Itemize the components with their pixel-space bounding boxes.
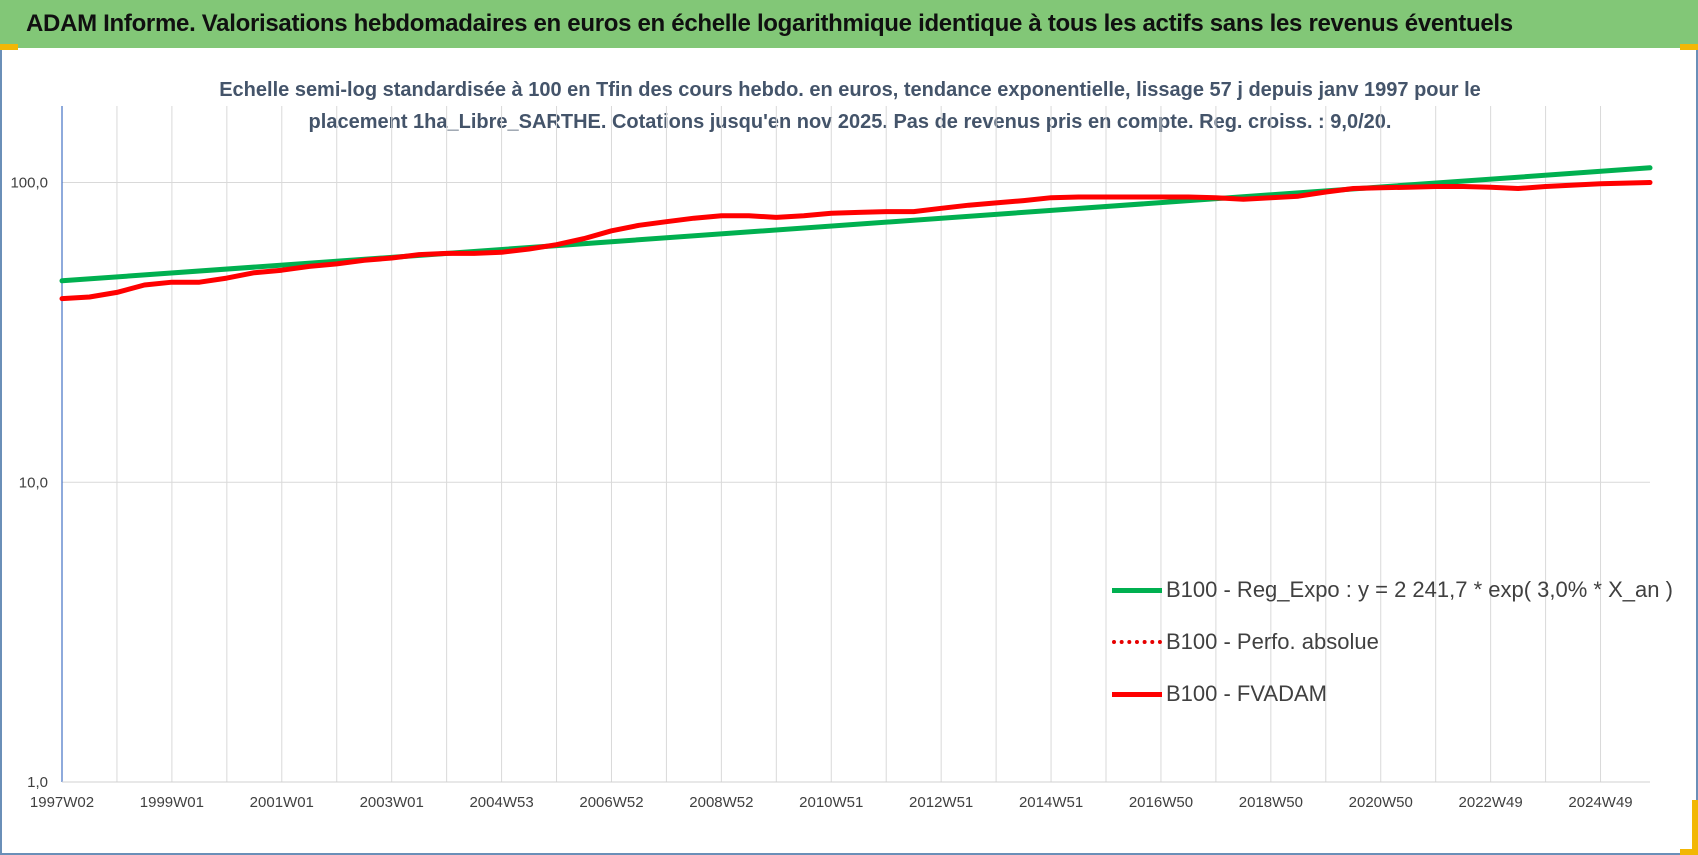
- y-tick-label: 100,0: [10, 175, 48, 192]
- x-tick-label: 2001W01: [250, 794, 314, 811]
- chart-subtitle: Echelle semi-log standardisée à 100 en T…: [150, 74, 1550, 138]
- x-tick-label: 2004W53: [469, 794, 533, 811]
- x-tick-label: 1997W02: [30, 794, 94, 811]
- legend-item-trend: B100 - Reg_Expo : y = 2 241,7 * exp( 3,0…: [1112, 564, 1673, 616]
- corner-marker-bottom-right-base: [1680, 849, 1698, 855]
- legend-item-fvadam: B100 - FVADAM: [1112, 668, 1673, 720]
- y-tick-label: 10,0: [19, 474, 48, 491]
- series-line-fvadam: [59, 180, 1653, 302]
- x-tick-label: 2008W52: [689, 794, 753, 811]
- legend-swatch-fvadam: [1112, 691, 1162, 697]
- x-tick-label: 2024W49: [1568, 794, 1632, 811]
- x-tick-label: 2010W51: [799, 794, 863, 811]
- chart-subtitle-line-2: placement 1ha_Libre_SARTHE. Cotations ju…: [308, 111, 1392, 133]
- chart-subtitle-line-1: Echelle semi-log standardisée à 100 en T…: [219, 79, 1481, 101]
- corner-marker-top-right: [1680, 44, 1698, 50]
- legend-swatch-perfo-absolue: [1112, 640, 1162, 644]
- x-tick-label: 2016W50: [1129, 794, 1193, 811]
- legend-label-trend: B100 - Reg_Expo : y = 2 241,7 * exp( 3,0…: [1166, 577, 1673, 602]
- corner-marker-bottom-right: [1692, 800, 1698, 855]
- x-tick-label: 2018W50: [1239, 794, 1303, 811]
- corner-marker-top-left: [0, 44, 18, 50]
- x-tick-label: 1999W01: [140, 794, 204, 811]
- y-tick-label: 1,0: [27, 774, 48, 791]
- page-title: ADAM Informe. Valorisations hebdomadaire…: [26, 10, 1513, 37]
- header-bar: ADAM Informe. Valorisations hebdomadaire…: [0, 0, 1698, 48]
- chart-legend: B100 - Reg_Expo : y = 2 241,7 * exp( 3,0…: [1112, 564, 1673, 720]
- legend-swatch-trend: [1112, 587, 1162, 593]
- x-tick-label: 2022W49: [1459, 794, 1523, 811]
- x-tick-label: 2006W52: [579, 794, 643, 811]
- legend-label-fvadam: B100 - FVADAM: [1166, 681, 1327, 706]
- x-tick-label: 2003W01: [360, 794, 424, 811]
- x-tick-label: 2020W50: [1349, 794, 1413, 811]
- x-tick-label: 2014W51: [1019, 794, 1083, 811]
- chart-frame: [0, 48, 1698, 855]
- legend-item-perfo-absolue: B100 - Perfo. absolue: [1112, 616, 1673, 668]
- legend-label-perfo-absolue: B100 - Perfo. absolue: [1166, 629, 1379, 654]
- x-tick-label: 2012W51: [909, 794, 973, 811]
